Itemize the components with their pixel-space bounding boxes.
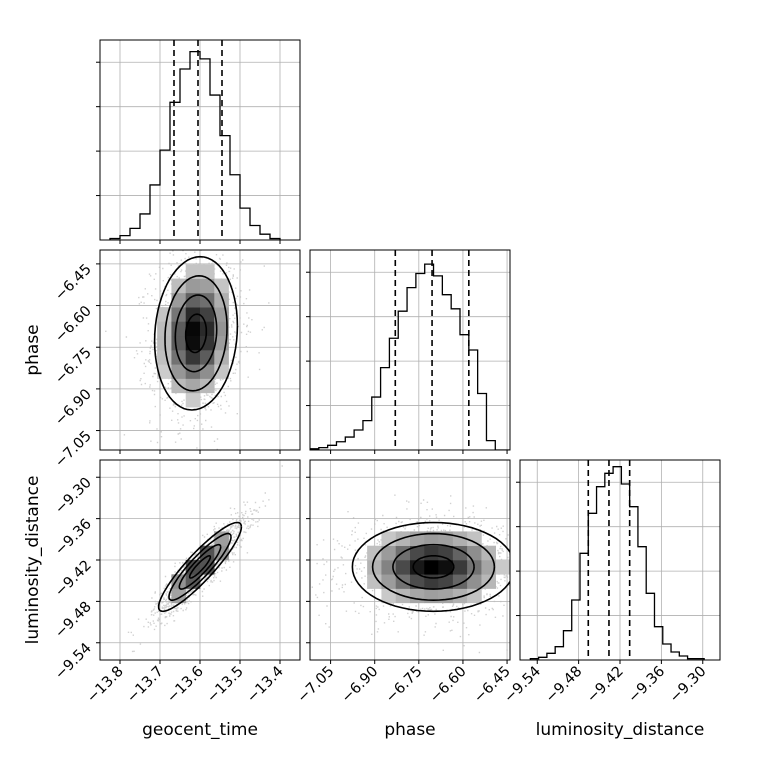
density-cell [410, 588, 425, 604]
density-cell [171, 278, 187, 294]
contour-line [371, 532, 496, 602]
contour-line [184, 313, 208, 354]
density-cell [438, 588, 454, 604]
histogram-bars [109, 40, 281, 240]
density-layer [127, 465, 283, 653]
density-cell [381, 574, 397, 589]
density-cell [200, 335, 215, 351]
histogram-step [310, 263, 510, 450]
density-cell [395, 560, 411, 575]
contour-line [157, 521, 243, 613]
panel-frame [519, 459, 721, 661]
density-cell [410, 545, 425, 561]
contour-line [188, 554, 212, 579]
density-cell [367, 545, 382, 561]
density-cell [157, 350, 172, 365]
density-cell [424, 531, 439, 547]
contour-line [392, 543, 475, 590]
density-cell [467, 588, 482, 604]
density-cell [214, 321, 229, 337]
x-axis-label-2: phase [384, 720, 435, 740]
density-cell [214, 531, 229, 547]
density-cell [200, 378, 215, 394]
panel-frame [99, 39, 301, 241]
contour-line [153, 255, 239, 411]
density-layer [105, 250, 270, 450]
y-axis-label-1: phase [23, 324, 43, 375]
density-cell [185, 392, 201, 408]
panel-phase-marginal [306, 249, 511, 454]
panel-geocent_time-marginal [96, 39, 301, 244]
contour-line [178, 543, 222, 590]
density-cell [157, 364, 172, 379]
density-cell [200, 364, 215, 379]
density-cell [200, 307, 215, 322]
panel-frame [99, 249, 301, 451]
histogram-bars [529, 460, 705, 660]
density-cell [438, 560, 454, 575]
density-cell [200, 264, 215, 279]
density-cell [467, 545, 482, 561]
density-cell [171, 378, 187, 394]
panel-frame [99, 459, 301, 661]
density-cell [424, 588, 439, 604]
panel-frame [309, 459, 511, 661]
density-cell [410, 574, 425, 589]
density-cell [171, 364, 187, 379]
density-cell [367, 574, 382, 589]
density-cell [185, 321, 201, 337]
panel-frame [309, 249, 511, 451]
density-cell [185, 278, 201, 294]
density-cell [424, 574, 439, 589]
density-cell [200, 278, 215, 294]
density-cell [185, 560, 201, 575]
density-cell [214, 350, 229, 365]
density-cell [200, 350, 215, 365]
histogram-step [109, 50, 281, 240]
density-cell [495, 560, 510, 575]
density-cell [424, 545, 439, 561]
density-cell [452, 588, 468, 604]
density-cell [185, 307, 201, 322]
density-cell [185, 264, 201, 279]
density-cell [157, 321, 172, 337]
density-cell [185, 335, 201, 351]
contour-line [351, 521, 510, 613]
contour-line [174, 294, 218, 373]
density-cell [185, 350, 201, 365]
density-cell [381, 588, 397, 604]
density-cell [381, 560, 397, 575]
density-cell [424, 560, 439, 575]
density-cell [467, 531, 482, 547]
density-cell [200, 321, 215, 337]
density-cell [171, 335, 187, 351]
contour-line [168, 532, 232, 602]
histogram-bars [310, 250, 510, 450]
density-cell [438, 574, 454, 589]
x-axis-label-3: luminosity_distance [536, 720, 705, 740]
x-axis-label-1: geocent_time [142, 720, 258, 740]
contour-line [412, 554, 455, 579]
density-cell [452, 560, 468, 575]
density-cell [467, 574, 482, 589]
density-cell [171, 321, 187, 337]
density-cell [410, 560, 425, 575]
density-cell [481, 560, 497, 575]
density-layer [311, 494, 510, 654]
density-cell [367, 560, 382, 575]
contour-line [164, 274, 228, 392]
density-cell [214, 292, 229, 308]
density-cell [452, 531, 468, 547]
y-axis-label-2: luminosity_distance [23, 476, 43, 645]
density-cell [381, 545, 397, 561]
histogram-step [529, 466, 705, 660]
density-cell [185, 292, 201, 308]
